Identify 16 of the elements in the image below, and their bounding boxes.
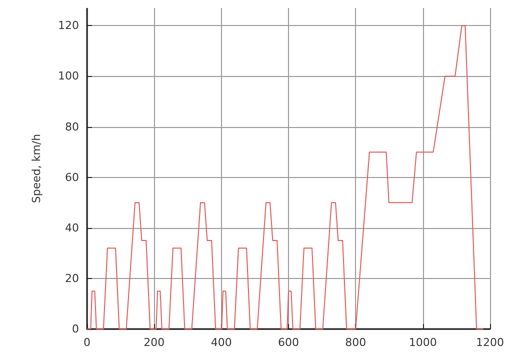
y-tick-label: 60 [65, 170, 79, 184]
x-tick-label: 0 [84, 336, 90, 349]
y-tick-label: 80 [65, 120, 79, 134]
y-tick-label: 100 [58, 70, 79, 83]
x-tick-label: 400 [210, 336, 232, 349]
y-tick-label: 0 [72, 322, 79, 336]
x-tick-label: 600 [278, 336, 299, 349]
x-tick-label: 1000 [408, 336, 437, 349]
y-tick-label: 20 [65, 272, 79, 285]
x-tick-label: 800 [345, 336, 366, 349]
x-tick-label: 1200 [476, 336, 504, 349]
line-series [86, 25, 484, 330]
x-tick-label: 200 [144, 336, 165, 349]
y-tick-label: 120 [58, 19, 79, 32]
y-tick-label: 40 [65, 221, 79, 234]
y-axis-title: Speed, km/h [30, 134, 43, 204]
